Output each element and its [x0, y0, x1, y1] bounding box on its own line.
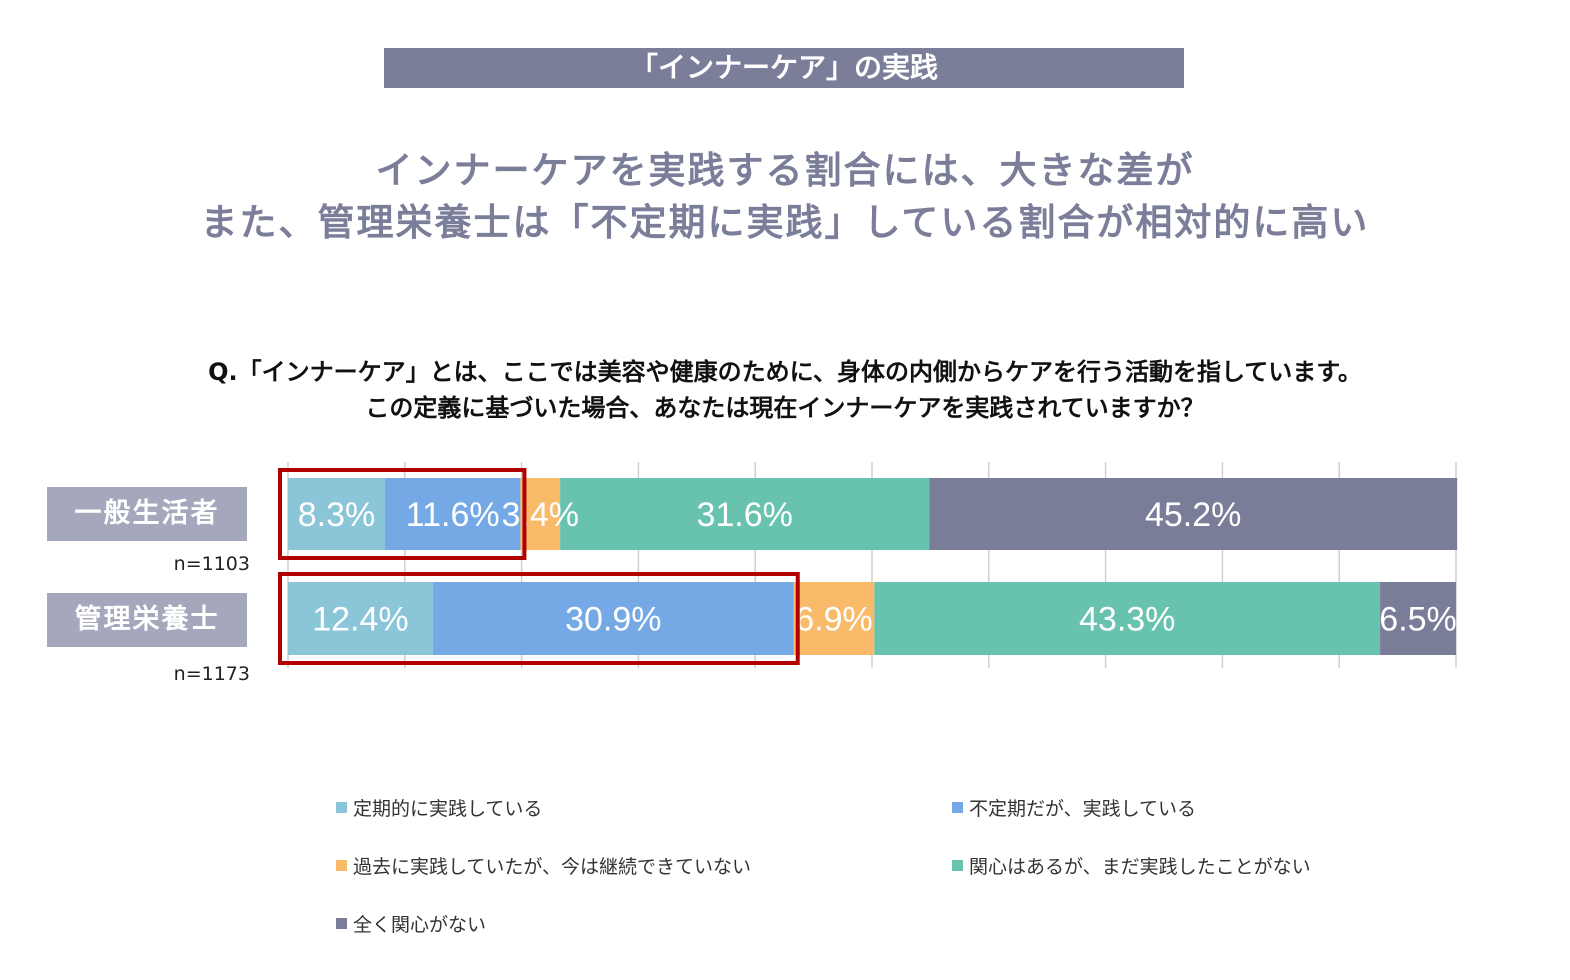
sample-size-dietitian: n=1173 [173, 663, 250, 685]
legend-label: 過去に実践していたが、今は継続できていない [353, 856, 752, 878]
question-line-1: Q.「インナーケア」とは、ここでは美容や健康のために、身体の内側からケアを行う活… [208, 358, 1362, 386]
legend-swatch [952, 802, 963, 813]
legend-item: 過去に実践していたが、今は継続できていない [336, 852, 751, 879]
category-label-general: 一般生活者 [47, 487, 247, 541]
bar-segment [384, 478, 521, 550]
data-label: 45.2% [1145, 496, 1241, 534]
bar-segment [929, 478, 1458, 550]
highlight-box [278, 572, 800, 665]
data-label: 8.3% [298, 496, 376, 534]
legend-item: 定期的に実践している [336, 794, 542, 821]
legend-swatch [336, 860, 347, 871]
data-label: 6.5% [1379, 601, 1457, 639]
category-label-dietitian: 管理栄養士 [47, 593, 247, 647]
data-label: 12.4% [312, 601, 408, 639]
legend-label: 定期的に実践している [353, 798, 543, 820]
data-label: 31.6% [696, 496, 792, 534]
data-label: 30.9% [565, 601, 661, 639]
legend-item: 不定期だが、実践している [952, 794, 1196, 821]
sample-size-general: n=1103 [173, 553, 250, 575]
legend-label: 関心はあるが、まだ実践したことがない [969, 856, 1311, 878]
question-line-2: この定義に基づいた場合、あなたは現在インナーケアを実践されていますか？ [365, 394, 1205, 422]
legend-label: 全く関心がない [353, 914, 487, 936]
highlight-box [278, 468, 527, 560]
data-label: 11.6% [406, 496, 500, 534]
legend-swatch [336, 802, 347, 813]
data-label: 3.4% [502, 496, 580, 534]
bar-segment [288, 478, 385, 550]
title-bar: 「インナーケア」の実践 [384, 48, 1184, 88]
bar-segment [288, 582, 433, 655]
bar-segment [793, 582, 875, 655]
data-label: 6.9% [795, 601, 873, 639]
data-label: 43.3% [1079, 601, 1175, 639]
headline-line-1: インナーケアを実践する割合には、大きな差が [375, 149, 1195, 192]
bar-segment [560, 478, 930, 550]
bar-segment [874, 582, 1381, 655]
bar-segment [520, 478, 561, 550]
bar-segment [1380, 582, 1456, 655]
headline-line-2: また、管理栄養士は「不定期に実践」している割合が相対的に高い [200, 201, 1370, 244]
bar-segment [432, 582, 794, 655]
legend-swatch [952, 860, 963, 871]
legend-item: 全く関心がない [336, 910, 486, 937]
legend-label: 不定期だが、実践している [969, 798, 1197, 820]
legend-swatch [336, 918, 347, 929]
legend-item: 関心はあるが、まだ実践したことがない [952, 852, 1311, 879]
